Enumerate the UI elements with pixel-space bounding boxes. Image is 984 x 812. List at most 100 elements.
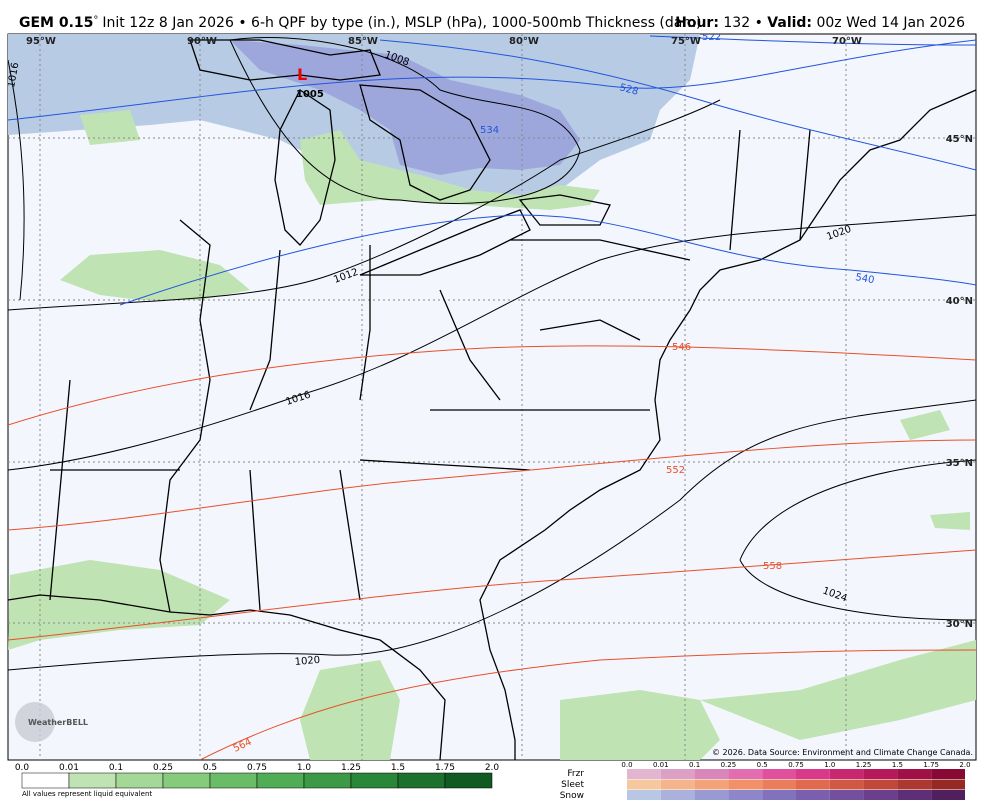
type-tick: 0.01 xyxy=(653,761,669,769)
lat-label: 40°N xyxy=(946,296,973,307)
lon-label: 90°W xyxy=(187,36,217,47)
rain-swatch xyxy=(68,772,117,789)
rain-area xyxy=(300,130,600,210)
thickness-cold xyxy=(8,35,976,306)
rain-swatch xyxy=(115,772,164,789)
legend: All values represent liquid equivalent F… xyxy=(15,761,971,801)
type-swatch xyxy=(660,769,695,779)
type-tick: 1.25 xyxy=(856,761,872,769)
lat-label: 30°N xyxy=(946,619,973,630)
type-tick: 1.5 xyxy=(892,761,903,769)
rain-tick: 0.1 xyxy=(109,763,123,773)
type-label: Sleet xyxy=(561,780,584,790)
type-tick: 0.1 xyxy=(689,761,700,769)
product: • 6-h QPF by type (in.), MSLP (hPa), 100… xyxy=(238,15,701,31)
thickness-label: 534 xyxy=(480,125,499,136)
valid-label: Valid: xyxy=(767,15,812,31)
type-swatch xyxy=(931,769,965,779)
rain-tick: 0.0 xyxy=(15,763,30,773)
type-swatch xyxy=(897,779,932,790)
rain-patches xyxy=(8,110,976,760)
type-label: Frzr xyxy=(567,769,584,779)
type-swatch xyxy=(762,790,796,800)
type-swatch xyxy=(660,779,695,790)
lon-label: 70°W xyxy=(832,36,862,47)
type-tick: 0.25 xyxy=(721,761,737,769)
type-swatch xyxy=(829,769,864,779)
type-swatch xyxy=(863,790,898,800)
type-swatch xyxy=(627,779,661,790)
thickness-warm xyxy=(8,345,976,760)
isobars xyxy=(8,36,976,671)
type-swatch xyxy=(796,790,830,800)
type-swatch xyxy=(897,769,932,779)
header-right: Hour: 132 • Valid: 00z Wed 14 Jan 2026 xyxy=(675,15,965,31)
type-swatch xyxy=(863,769,898,779)
type-swatch xyxy=(829,779,864,790)
type-tick: 1.0 xyxy=(824,761,835,769)
rain-swatch xyxy=(21,772,70,789)
type-tick: 1.75 xyxy=(923,761,939,769)
logo: WeatherBELL xyxy=(28,718,88,727)
low-symbol: L xyxy=(297,65,307,84)
type-swatch xyxy=(762,779,796,790)
thickness-label: 552 xyxy=(666,465,685,476)
rain-tick: 1.5 xyxy=(391,763,405,773)
rain-tick: 2.0 xyxy=(485,763,500,773)
valid: 00z Wed 14 Jan 2026 xyxy=(816,15,965,31)
type-swatch xyxy=(762,769,796,779)
rain-tick: 0.5 xyxy=(203,763,217,773)
rain-tick: 1.25 xyxy=(341,763,361,773)
thickness-label: 528 xyxy=(618,82,639,98)
thickness-label: 546 xyxy=(672,342,691,353)
type-swatch xyxy=(728,769,763,779)
rain-swatch xyxy=(444,772,493,789)
lat-label: 35°N xyxy=(946,458,973,469)
type-swatch xyxy=(897,790,932,800)
rain-swatch xyxy=(209,772,258,789)
rain-tick: 0.75 xyxy=(247,763,267,773)
type-swatch xyxy=(627,790,661,800)
rain-tick: 1.75 xyxy=(435,763,455,773)
type-label: Snow xyxy=(560,791,584,801)
type-tick: 0.75 xyxy=(788,761,804,769)
rain-swatch xyxy=(162,772,211,789)
type-swatch xyxy=(931,790,965,800)
isobar-label: 1016 xyxy=(6,62,21,89)
model: GEM 0.15 xyxy=(19,15,93,31)
sep: • xyxy=(755,15,763,31)
lon-label: 95°W xyxy=(26,36,56,47)
type-swatch xyxy=(694,790,729,800)
type-swatch xyxy=(694,769,729,779)
lat-label: 45°N xyxy=(946,134,973,145)
rain-tick: 0.25 xyxy=(153,763,173,773)
rain-swatch xyxy=(350,772,399,789)
coastlines xyxy=(8,39,976,760)
thickness-label: 540 xyxy=(854,272,875,286)
type-swatch xyxy=(660,790,695,800)
legend-note: All values represent liquid equivalent xyxy=(22,790,152,798)
type-tick: 0.0 xyxy=(621,761,632,769)
isobar-label: 1020 xyxy=(294,655,320,668)
type-swatch xyxy=(931,779,965,790)
lon-label: 80°W xyxy=(509,36,539,47)
header-text: GEM 0.15° Init 12z 8 Jan 2026 • 6-h QPF b… xyxy=(19,15,701,31)
hour: 132 xyxy=(723,15,750,31)
low-pressure: 1005 xyxy=(296,89,324,100)
degree: ° xyxy=(93,15,98,26)
thickness-label: 558 xyxy=(763,561,782,572)
thickness-label: 522 xyxy=(702,32,721,43)
rain-swatch xyxy=(256,772,305,789)
type-swatch xyxy=(829,790,864,800)
rain-swatch xyxy=(303,772,352,789)
type-swatch xyxy=(694,779,729,790)
type-swatch xyxy=(728,790,763,800)
lon-label: 85°W xyxy=(348,36,378,47)
map: L 1005 1008 1012 1016 1020 1024 1020 101… xyxy=(6,32,977,761)
lon-label: 75°W xyxy=(671,36,701,47)
map-body: L 1005 1008 1012 1016 1020 1024 1020 101… xyxy=(6,32,976,760)
logo-globe xyxy=(15,702,55,742)
rain-tick: 1.0 xyxy=(297,763,312,773)
rain-swatch xyxy=(397,772,446,789)
type-tick: 2.0 xyxy=(959,761,970,769)
